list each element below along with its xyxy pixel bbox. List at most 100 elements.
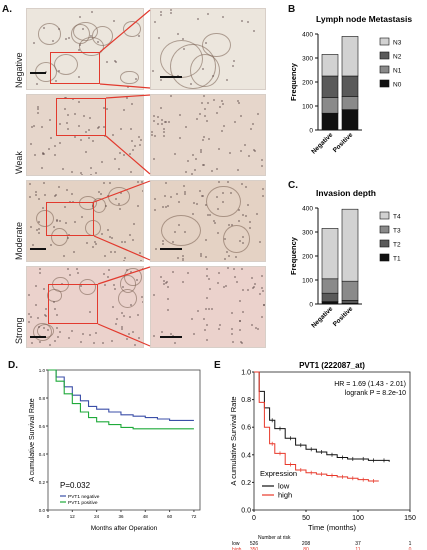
tissue-nucleus <box>36 108 39 111</box>
tissue-nucleus <box>174 230 177 233</box>
tissue-nucleus <box>133 144 136 147</box>
x-tick-label: 36 <box>118 514 124 519</box>
tissue-nucleus <box>241 182 244 185</box>
tissue-nucleus <box>218 272 221 275</box>
tissue-nucleus <box>230 311 233 314</box>
logrank-p-text: logrank P = 8.2e-10 <box>345 390 406 397</box>
tissue-nucleus <box>93 241 96 244</box>
tissue-nucleus <box>88 137 91 140</box>
tissue-nucleus <box>198 190 201 193</box>
tissue-nucleus <box>36 229 39 232</box>
tissue-nucleus <box>206 275 209 278</box>
legend-label: high <box>278 491 292 500</box>
tissue-nucleus <box>120 127 123 130</box>
tissue-nucleus <box>123 240 126 243</box>
tissue-nucleus <box>97 125 100 128</box>
tissue-nucleus <box>137 181 140 184</box>
risk-table-low-value: 37 <box>355 541 361 547</box>
tissue-nucleus <box>151 133 154 136</box>
tissue-nucleus <box>190 173 193 175</box>
tissue-nucleus <box>257 113 260 116</box>
tissue-nucleus <box>112 306 115 309</box>
tissue-nucleus <box>80 172 83 175</box>
tissue-nucleus <box>81 216 84 219</box>
tissue-nucleus <box>114 322 117 325</box>
tissue-nucleus <box>132 149 135 152</box>
tissue-nucleus <box>191 154 194 157</box>
tissue-nucleus <box>73 135 76 138</box>
tissue-nucleus <box>128 332 131 335</box>
tissue-nucleus <box>217 147 220 150</box>
tissue-nucleus <box>89 310 92 313</box>
tissue-nucleus <box>203 107 206 110</box>
tissue-nucleus <box>103 107 106 110</box>
tissue-nucleus <box>125 269 128 272</box>
tissue-nucleus <box>161 119 164 122</box>
legend-label: N0 <box>393 82 402 89</box>
tissue-nucleus <box>67 337 70 340</box>
tissue-nucleus <box>164 121 167 124</box>
bar-segment-n0 <box>341 109 359 131</box>
tissue-nucleus <box>42 182 45 185</box>
tissue-nucleus <box>105 60 108 63</box>
tissue-nucleus <box>153 21 156 24</box>
tissue-nucleus <box>226 78 229 81</box>
tissue-nucleus <box>37 106 40 109</box>
tissue-nucleus <box>32 41 35 44</box>
tissue-nucleus <box>48 147 51 150</box>
tissue-nucleus <box>48 119 51 122</box>
panel-label-d: D. <box>8 360 18 371</box>
tissue-nucleus <box>205 239 208 241</box>
tissue-nucleus <box>261 316 264 319</box>
tissue-nucleus <box>173 153 176 156</box>
bar-segment-t2 <box>341 300 359 304</box>
risk-table-high-value: 80 <box>303 547 309 550</box>
y-tick-label: 400 <box>302 32 313 39</box>
tissue-nucleus <box>205 324 208 327</box>
tissue-nucleus <box>185 125 188 128</box>
tissue-nucleus <box>138 143 141 146</box>
tissue-nucleus <box>57 185 60 188</box>
tissue-nucleus <box>212 99 215 102</box>
tissue-nucleus <box>44 313 47 316</box>
tissue-nucleus <box>100 192 103 195</box>
tissue-nucleus <box>113 284 116 287</box>
tissue-nucleus <box>191 317 194 320</box>
legend-label: T1 <box>393 256 401 263</box>
tissue-nucleus <box>163 279 166 282</box>
tissue-nucleus <box>71 170 74 173</box>
histology-image-weak-high <box>150 94 266 176</box>
tissue-nucleus <box>30 226 33 229</box>
y-tick-label: 0.4 <box>39 452 46 457</box>
tissue-nucleus <box>113 287 116 290</box>
legend-label: N2 <box>393 54 402 61</box>
tissue-nucleus <box>126 86 129 89</box>
tissue-nucleus <box>207 102 209 105</box>
tissue-nucleus <box>206 338 209 341</box>
tissue-nucleus <box>82 332 85 335</box>
x-axis-label: Time (months) <box>308 523 357 532</box>
tissue-nucleus <box>246 174 249 175</box>
tissue-nucleus <box>137 337 140 340</box>
tissue-nucleus <box>178 224 181 227</box>
tissue-nucleus <box>184 230 187 233</box>
tissue-nucleus <box>72 200 75 203</box>
tissue-nucleus <box>202 318 205 321</box>
tissue-nucleus <box>68 233 71 236</box>
tissue-nucleus <box>203 136 206 139</box>
tissue-nucleus <box>242 310 245 313</box>
tissue-nucleus <box>104 254 107 257</box>
bar-segment-n1 <box>321 97 339 114</box>
tissue-nucleus <box>261 158 264 161</box>
legend-label: PVT1 negative <box>68 494 100 500</box>
tissue-nucleus <box>119 191 122 194</box>
tissue-nucleus <box>194 158 197 161</box>
tissue-nucleus <box>182 281 185 284</box>
tissue-nucleus <box>35 284 38 287</box>
tissue-nucleus <box>89 167 92 170</box>
tissue-nucleus <box>205 267 208 270</box>
tissue-nucleus <box>55 327 58 330</box>
tissue-nucleus <box>42 152 45 155</box>
tissue-nucleus <box>211 308 214 311</box>
risk-table-high-value: 0 <box>409 547 412 550</box>
